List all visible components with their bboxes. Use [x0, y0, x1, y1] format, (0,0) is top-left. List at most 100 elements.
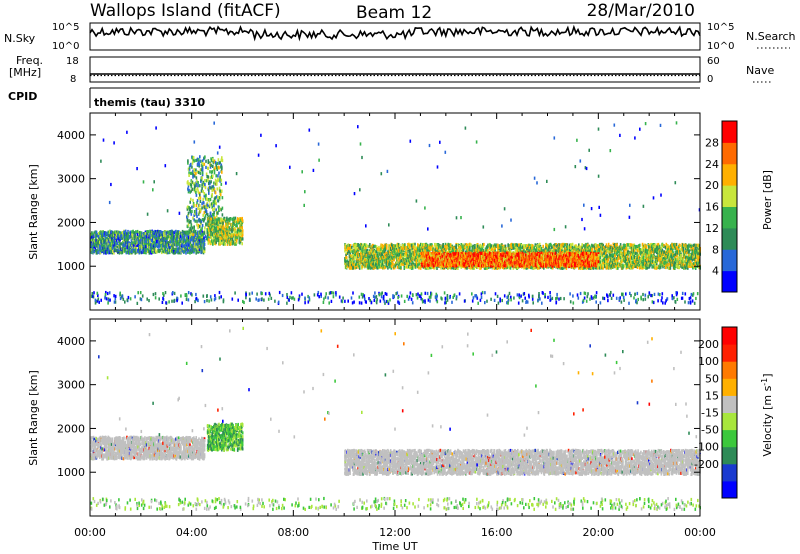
data-cell [218, 166, 220, 169]
data-cell [191, 206, 193, 209]
data-cell [215, 174, 217, 177]
data-cell [214, 171, 216, 174]
data-cell [202, 198, 204, 201]
data-cell [222, 221, 224, 224]
nsearch-label: N.Search [746, 30, 796, 43]
beam-title: Beam 12 [356, 3, 432, 23]
data-cell [211, 170, 213, 173]
data-cell [369, 243, 371, 246]
nsky-trace [90, 27, 700, 39]
data-cell [135, 230, 137, 233]
data-cell [208, 189, 210, 192]
data-cell [204, 155, 206, 158]
nave-tick-bottom: 0 [707, 74, 713, 85]
data-cell [196, 194, 198, 197]
data-cell [190, 198, 192, 201]
data-cell [205, 194, 207, 197]
power-heatmap [90, 121, 701, 305]
data-cell [128, 232, 130, 235]
data-cell [367, 245, 369, 248]
nsky-label: N.Sky [4, 32, 36, 45]
data-cell [241, 226, 243, 229]
data-cell [188, 212, 190, 215]
data-cell [188, 174, 190, 177]
data-cell [442, 245, 444, 248]
data-cell [185, 251, 187, 254]
data-cell [208, 242, 210, 245]
data-cell [207, 204, 209, 207]
data-cell [230, 217, 232, 220]
data-cell [205, 223, 207, 226]
data-cell [191, 210, 193, 213]
nsearch-tick-top: 10^5 [707, 22, 734, 33]
data-cell [195, 234, 197, 237]
data-cell [409, 249, 411, 252]
data-cell [201, 187, 203, 190]
data-cell [204, 226, 206, 229]
data-cell [199, 225, 201, 228]
data-cell [221, 190, 223, 193]
data-cell [210, 217, 212, 220]
data-cell [198, 158, 200, 161]
data-cell [208, 167, 210, 170]
data-cell [200, 200, 202, 203]
data-cell [400, 266, 402, 269]
data-cell [209, 170, 211, 173]
data-cell [195, 172, 197, 175]
data-cell [222, 159, 224, 162]
data-cell [393, 258, 395, 261]
data-cell [198, 197, 200, 200]
data-cell [202, 171, 204, 174]
data-cell [97, 251, 99, 254]
data-cell [212, 165, 214, 168]
data-cell [192, 233, 194, 236]
data-cell [193, 204, 195, 207]
data-cell [195, 191, 197, 194]
data-cell [201, 176, 203, 179]
data-cell [204, 179, 206, 182]
nave-tick-top: 60 [707, 56, 720, 67]
data-cell [224, 243, 226, 246]
data-cell [152, 251, 154, 254]
data-cell [218, 172, 220, 175]
data-cell [189, 201, 191, 204]
data-cell [346, 256, 348, 259]
data-cell [172, 231, 174, 234]
data-cell [506, 248, 508, 251]
data-cell [191, 213, 193, 216]
data-cell [217, 212, 219, 215]
data-cell [200, 172, 202, 175]
data-cell [193, 156, 195, 159]
nsearch-tick-bottom: 10^0 [707, 41, 734, 52]
data-cell [417, 249, 419, 252]
freq-tick-top: 18 [66, 56, 79, 67]
data-cell [201, 233, 203, 236]
data-cell [199, 194, 201, 197]
data-cell [404, 267, 406, 270]
data-cell [217, 162, 219, 165]
data-cell [208, 192, 210, 195]
data-cell [198, 171, 200, 174]
cpid-label: CPID [8, 90, 37, 103]
data-cell [212, 175, 214, 178]
data-cell [197, 184, 199, 187]
data-cell [216, 183, 218, 186]
data-cell [205, 166, 207, 169]
data-cell [108, 231, 110, 234]
cpid-text: themis (tau) 3310 [94, 96, 206, 109]
data-cell [193, 236, 195, 239]
data-cell [242, 233, 244, 236]
data-cell [231, 228, 233, 231]
data-cell [191, 233, 193, 236]
data-cell [195, 168, 197, 171]
data-cell [216, 214, 218, 217]
data-cell [218, 179, 220, 182]
data-cell [199, 184, 201, 187]
date-title: 28/Mar/2010 [587, 1, 695, 21]
data-cell [137, 230, 139, 233]
data-cell [192, 226, 194, 229]
data-cell [148, 230, 150, 233]
data-cell [242, 229, 244, 232]
data-cell [196, 215, 198, 218]
data-cell [221, 171, 223, 174]
